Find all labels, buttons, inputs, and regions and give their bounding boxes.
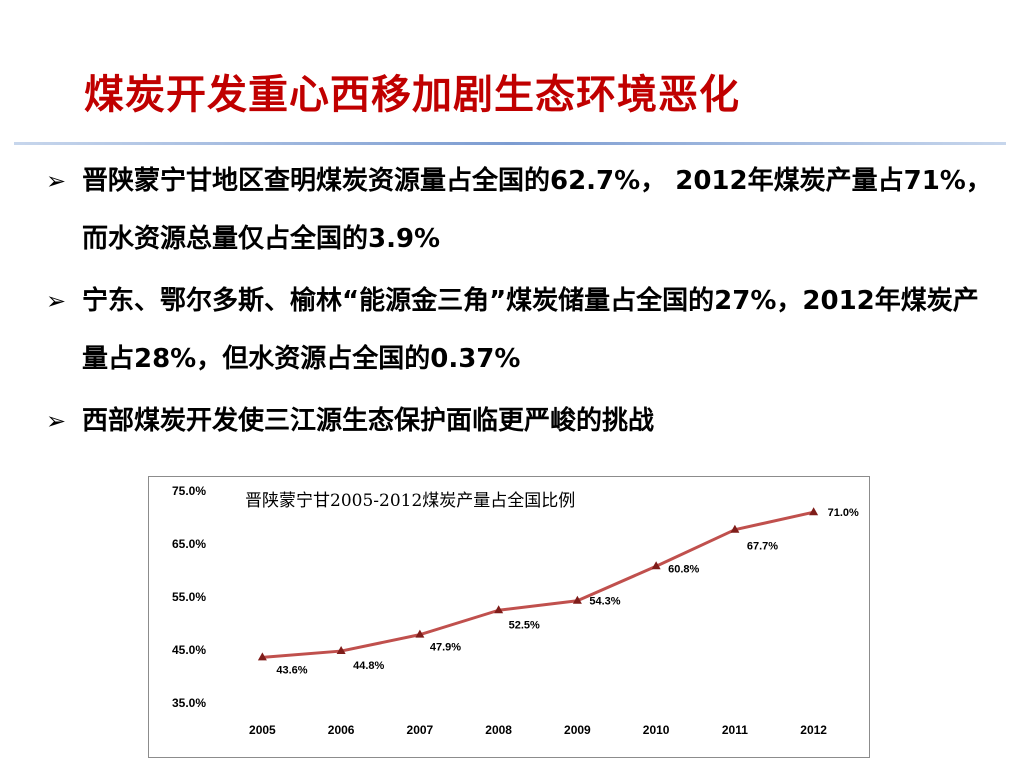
data-point bbox=[651, 561, 661, 570]
bullet-item: ➢ 西部煤炭开发使三江源生态保护面临更严峻的挑战 bbox=[44, 392, 994, 450]
data-label: 67.7% bbox=[747, 541, 778, 553]
chart-canvas: 35.0% 45.0% 55.0% 65.0% 75.0% 2005 2006 2007 200… bbox=[172, 484, 859, 737]
data-point bbox=[415, 629, 425, 638]
x-tick-label: 2012 bbox=[800, 723, 827, 737]
x-tick-label: 2009 bbox=[564, 723, 591, 737]
x-tick-label: 2005 bbox=[249, 723, 276, 737]
arrow-bullet-icon: ➢ bbox=[46, 167, 67, 195]
x-tick-label: 2007 bbox=[407, 723, 434, 737]
data-point bbox=[494, 605, 504, 614]
y-tick-label: 45.0% bbox=[172, 643, 206, 657]
series-line bbox=[262, 510, 814, 659]
y-tick-label: 55.0% bbox=[172, 590, 206, 604]
data-point bbox=[809, 507, 819, 516]
data-point bbox=[336, 646, 346, 655]
data-label: 71.0% bbox=[828, 507, 859, 519]
arrow-bullet-icon: ➢ bbox=[46, 287, 67, 315]
data-point bbox=[257, 652, 267, 661]
y-tick-label: 75.0% bbox=[172, 484, 206, 498]
slide-title: 煤炭开发重心西移加剧生态环境恶化 bbox=[84, 72, 740, 118]
chart-title: 晋陕蒙宁甘2005-2012煤炭产量占全国比例 bbox=[245, 491, 575, 511]
data-point bbox=[730, 524, 740, 533]
data-label: 44.8% bbox=[353, 660, 384, 672]
y-tick-label: 65.0% bbox=[172, 537, 206, 551]
arrow-bullet-icon: ➢ bbox=[46, 407, 67, 435]
bullet-text: 西部煤炭开发使三江源生态保护面临更严峻的挑战 bbox=[82, 406, 655, 436]
data-label: 47.9% bbox=[430, 642, 461, 654]
x-tick-label: 2008 bbox=[485, 723, 512, 737]
y-tick-label: 35.0% bbox=[172, 696, 206, 710]
data-label: 60.8% bbox=[668, 563, 699, 575]
bullet-list: ➢ 晋陕蒙宁甘地区查明煤炭资源量占全国的62.7%， 2012年煤炭产量占71%… bbox=[44, 152, 994, 454]
bullet-item: ➢ 晋陕蒙宁甘地区查明煤炭资源量占全国的62.7%， 2012年煤炭产量占71%… bbox=[44, 152, 994, 268]
data-point bbox=[572, 595, 582, 604]
x-tick-label: 2006 bbox=[328, 723, 355, 737]
bullet-text: 宁东、鄂尔多斯、榆林“能源金三角”煤炭储量占全国的27%，2012年煤炭产量占2… bbox=[82, 286, 979, 374]
data-label: 43.6% bbox=[276, 664, 307, 676]
x-tick-label: 2010 bbox=[643, 723, 670, 737]
data-label: 54.3% bbox=[589, 596, 620, 608]
bullet-text: 晋陕蒙宁甘地区查明煤炭资源量占全国的62.7%， 2012年煤炭产量占71%，而… bbox=[82, 166, 992, 254]
data-label: 52.5% bbox=[509, 619, 540, 631]
title-divider bbox=[14, 142, 1006, 145]
line-chart: 35.0% 45.0% 55.0% 65.0% 75.0% 2005 2006 2007 200… bbox=[148, 476, 870, 758]
bullet-item: ➢ 宁东、鄂尔多斯、榆林“能源金三角”煤炭储量占全国的27%，2012年煤炭产量… bbox=[44, 272, 994, 388]
x-tick-label: 2011 bbox=[722, 723, 748, 737]
